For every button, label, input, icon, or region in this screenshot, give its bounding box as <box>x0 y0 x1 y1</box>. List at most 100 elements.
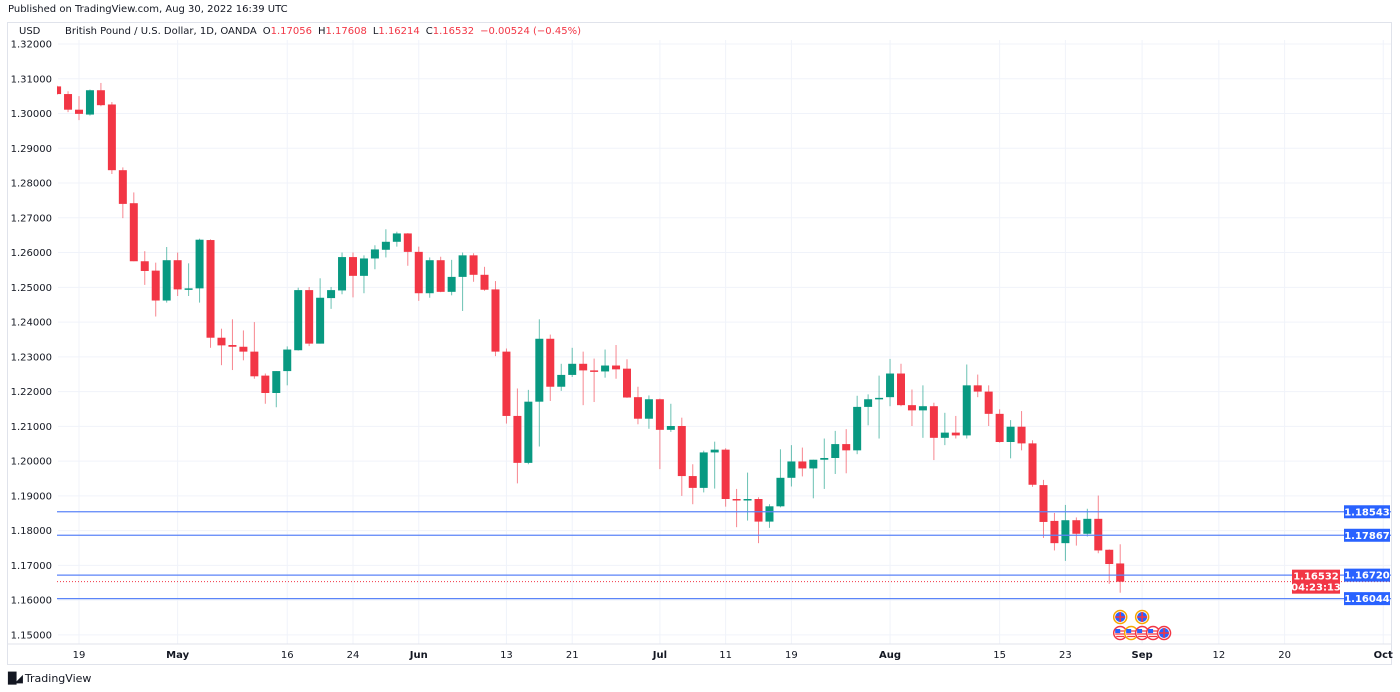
candle[interactable] <box>316 278 325 344</box>
candle[interactable] <box>327 286 336 309</box>
candle[interactable] <box>305 286 314 347</box>
candle[interactable] <box>820 438 829 489</box>
candle[interactable] <box>118 167 127 219</box>
candle[interactable] <box>524 389 533 465</box>
candle[interactable] <box>907 389 916 427</box>
candle[interactable] <box>1083 508 1092 537</box>
candle[interactable] <box>721 448 730 507</box>
candle[interactable] <box>886 358 895 407</box>
candle[interactable] <box>557 363 566 391</box>
candle[interactable] <box>699 450 708 493</box>
candle[interactable] <box>1006 420 1015 459</box>
candle[interactable] <box>64 91 73 113</box>
symbol-name[interactable]: British Pound / U.S. Dollar, 1D, OANDA <box>65 26 257 37</box>
candle[interactable] <box>173 252 182 297</box>
candle[interactable] <box>579 351 588 406</box>
candle[interactable] <box>162 246 171 303</box>
candle[interactable] <box>1061 504 1070 561</box>
candle[interactable] <box>864 394 873 426</box>
candle[interactable] <box>96 82 105 107</box>
candle[interactable] <box>535 319 544 447</box>
candle[interactable] <box>1105 549 1114 584</box>
candle[interactable] <box>940 412 949 446</box>
candle[interactable] <box>1028 440 1037 487</box>
candle[interactable] <box>184 263 193 297</box>
candle[interactable] <box>75 96 83 121</box>
candle[interactable] <box>612 345 621 379</box>
candle[interactable] <box>217 328 226 366</box>
candle[interactable] <box>1116 544 1125 593</box>
candle[interactable] <box>601 349 610 378</box>
candle[interactable] <box>732 488 741 528</box>
candle[interactable] <box>392 231 401 247</box>
candle[interactable] <box>995 409 1004 443</box>
candle[interactable] <box>644 395 653 429</box>
candle[interactable] <box>228 319 237 371</box>
candle[interactable] <box>502 348 511 424</box>
candle[interactable] <box>403 233 412 266</box>
candle[interactable] <box>1017 411 1026 451</box>
candle[interactable] <box>272 371 281 408</box>
candle[interactable] <box>776 449 785 508</box>
candle[interactable] <box>765 504 774 528</box>
candle[interactable] <box>984 385 993 427</box>
candle[interactable] <box>590 358 599 403</box>
candle[interactable] <box>140 251 149 285</box>
candle[interactable] <box>436 256 445 293</box>
candle[interactable] <box>655 398 664 470</box>
candle[interactable] <box>239 330 248 361</box>
event-us[interactable] <box>1112 625 1128 641</box>
candle[interactable] <box>918 385 927 438</box>
candle[interactable] <box>787 445 796 487</box>
candle[interactable] <box>1039 479 1048 538</box>
candle[interactable] <box>666 403 675 432</box>
candle[interactable] <box>195 238 204 303</box>
candle[interactable] <box>710 441 719 489</box>
candle[interactable] <box>107 102 116 175</box>
candle[interactable] <box>261 373 270 404</box>
event-us[interactable] <box>1134 625 1150 641</box>
candle[interactable] <box>1072 517 1081 546</box>
event-gb[interactable] <box>1134 609 1150 625</box>
candle[interactable] <box>568 347 577 378</box>
candle[interactable] <box>85 89 94 116</box>
candle[interactable] <box>491 281 500 357</box>
candle[interactable] <box>414 246 423 301</box>
candle[interactable] <box>359 255 368 294</box>
candle[interactable] <box>973 374 982 398</box>
candle[interactable] <box>129 192 138 262</box>
candle[interactable] <box>962 364 971 439</box>
candle[interactable] <box>929 402 938 461</box>
candle[interactable] <box>294 287 303 351</box>
candle[interactable] <box>853 395 862 455</box>
candle[interactable] <box>513 388 522 484</box>
candle[interactable] <box>831 430 840 474</box>
candle[interactable] <box>447 259 456 296</box>
candle[interactable] <box>951 415 960 439</box>
candle[interactable] <box>480 266 489 291</box>
candle[interactable] <box>875 375 884 439</box>
candle[interactable] <box>897 363 905 407</box>
candle[interactable] <box>381 229 390 258</box>
candle[interactable] <box>458 252 467 311</box>
candle[interactable] <box>842 429 851 474</box>
candle[interactable] <box>754 497 763 544</box>
candle[interactable] <box>283 346 292 386</box>
candle[interactable] <box>1094 495 1103 554</box>
candle[interactable] <box>623 359 631 398</box>
candle[interactable] <box>633 386 642 425</box>
candle[interactable] <box>349 252 357 298</box>
candle[interactable] <box>688 464 697 505</box>
event-gb[interactable] <box>1112 609 1128 625</box>
candle[interactable] <box>546 334 555 401</box>
tradingview-logo[interactable]: █◢ TradingView <box>8 672 91 685</box>
candle[interactable] <box>425 257 434 298</box>
candle[interactable] <box>250 322 259 379</box>
candle[interactable] <box>798 447 807 477</box>
candle[interactable] <box>1050 512 1059 551</box>
event-gb[interactable] <box>1156 625 1172 641</box>
candle[interactable] <box>370 245 379 270</box>
candle[interactable] <box>338 252 347 295</box>
candle[interactable] <box>151 262 160 317</box>
